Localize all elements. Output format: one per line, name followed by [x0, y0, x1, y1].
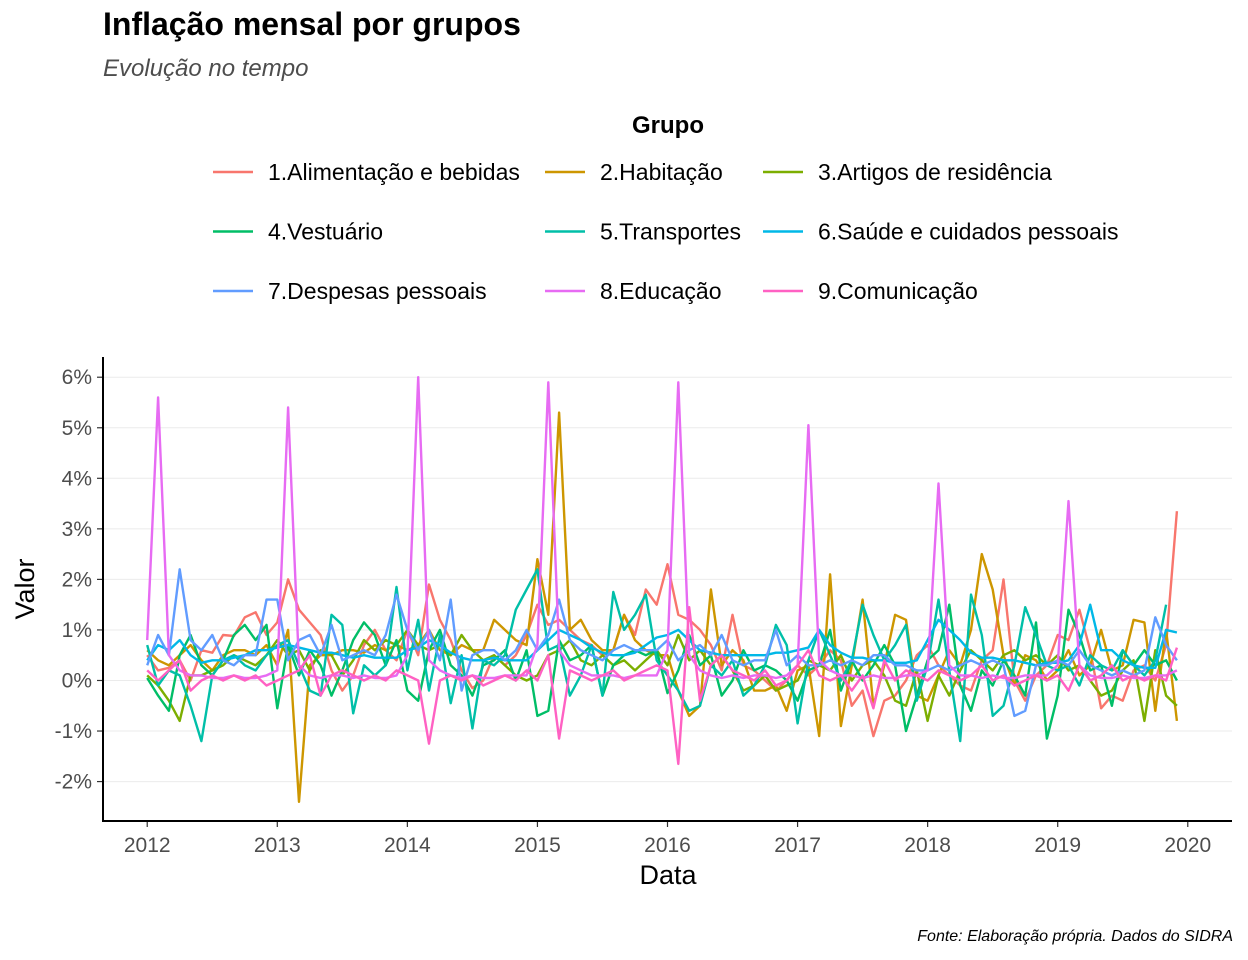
y-tick-label: 0% [62, 669, 92, 692]
series-line [146, 603, 1178, 740]
legend-label: 9.Comunicação [818, 278, 978, 304]
x-axis-title: Data [639, 860, 697, 890]
x-tick-label: 2020 [1164, 834, 1211, 857]
series-lines [146, 376, 1179, 803]
series-line [146, 568, 1168, 743]
chart-subtitle: Evolução no tempo [103, 55, 309, 82]
legend-label: 4.Vestuário [268, 219, 383, 245]
series-line [146, 568, 1178, 718]
y-tick-label: -1% [55, 720, 92, 743]
y-tick-label: -2% [55, 771, 92, 794]
y-tick-label: 1% [62, 619, 92, 642]
axes: -2% -1% 0% 1% 2% 3% 4% 5% 6% 2012 2013 2014 2015 2016… [55, 357, 1232, 857]
legend-title: Grupo [632, 112, 704, 139]
legend-label: 7.Despesas pessoais [268, 278, 487, 304]
x-tick-label: 2013 [254, 834, 301, 857]
series-line [146, 411, 1179, 803]
x-tick-label: 2012 [124, 834, 171, 857]
x-tick-label: 2015 [514, 834, 561, 857]
y-tick-label: 2% [62, 568, 92, 591]
chart-caption: Fonte: Elaboração própria. Dados do SIDR… [917, 928, 1233, 945]
y-axis-title: Valor [10, 558, 40, 619]
y-tick-label: 3% [62, 518, 92, 541]
legend-label: 6.Saúde e cuidados pessoais [818, 219, 1119, 245]
y-tick-label: 6% [62, 366, 92, 389]
chart-title: Inflação mensal por grupos [103, 6, 521, 42]
x-tick-label: 2018 [904, 834, 951, 857]
legend-label: 1.Alimentação e bebidas [268, 159, 520, 185]
y-tick-label: 5% [62, 417, 92, 440]
series-line [146, 511, 1179, 738]
legend-label: 8.Educação [600, 278, 721, 304]
legend-label: 5.Transportes [600, 219, 741, 245]
legend-label: 2.Habitação [600, 159, 723, 185]
y-tick-label: 4% [62, 467, 92, 490]
series-line [146, 606, 1179, 766]
x-tick-label: 2014 [384, 834, 431, 857]
legend-label: 3.Artigos de residência [818, 159, 1052, 185]
x-tick-label: 2016 [644, 834, 691, 857]
legend: Grupo 1.Alimentação e bebidas 2.Habitação… [213, 112, 1119, 304]
x-tick-label: 2019 [1034, 834, 1081, 857]
x-tick-label: 2017 [774, 834, 821, 857]
series-line [146, 376, 1178, 680]
